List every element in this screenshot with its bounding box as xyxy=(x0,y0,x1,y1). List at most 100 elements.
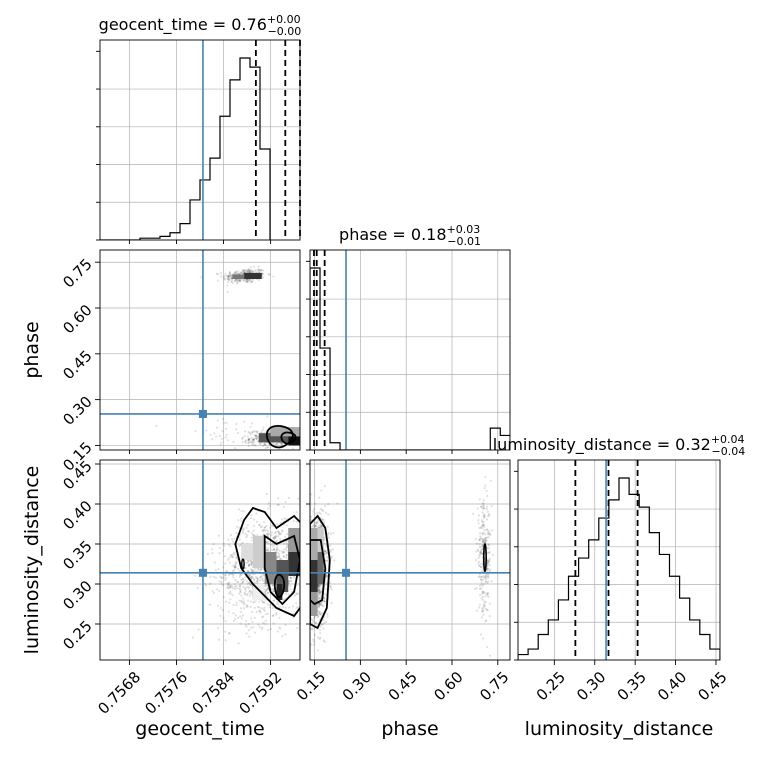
sample-point xyxy=(250,280,253,283)
sample-point xyxy=(250,269,253,273)
sample-point xyxy=(318,511,321,514)
sample-point xyxy=(259,576,262,579)
sample-point xyxy=(484,620,487,623)
sample-point xyxy=(229,553,232,556)
sample-point xyxy=(278,616,281,619)
sample-point xyxy=(242,269,245,273)
sample-point xyxy=(487,536,490,539)
sample-point xyxy=(247,586,250,589)
sample-point xyxy=(218,435,221,438)
sample-point xyxy=(275,613,278,616)
sample-point xyxy=(485,580,488,583)
sample-point xyxy=(477,549,480,552)
sample-point xyxy=(250,440,253,443)
sample-point xyxy=(304,437,306,439)
sample-point xyxy=(486,567,490,570)
sample-point xyxy=(487,547,490,550)
title-sub: −0.04 xyxy=(712,445,746,458)
sample-point xyxy=(227,276,230,279)
sample-point xyxy=(321,436,323,438)
sample-point xyxy=(301,570,303,572)
sample-point xyxy=(248,269,251,272)
sample-point xyxy=(246,585,249,589)
sample-point xyxy=(227,584,230,587)
sample-point xyxy=(252,430,255,433)
sample-point xyxy=(227,274,230,278)
sample-point xyxy=(305,522,307,524)
sample-point xyxy=(276,630,280,633)
sample-point xyxy=(250,436,253,439)
hist-bar-luminosity_distance xyxy=(589,540,599,660)
sample-point xyxy=(317,589,320,593)
sample-point xyxy=(230,538,234,541)
sample-point xyxy=(257,623,260,626)
sample-point xyxy=(319,636,322,639)
sample-point xyxy=(484,595,487,598)
sample-point xyxy=(260,525,264,528)
sample-point xyxy=(306,439,308,441)
sample-point xyxy=(478,532,482,535)
sample-point xyxy=(282,598,285,602)
sample-point xyxy=(480,587,483,590)
sample-point xyxy=(249,425,252,428)
hist-bar-geocent_time xyxy=(200,180,210,240)
sample-point xyxy=(244,567,247,570)
sample-point xyxy=(326,525,329,528)
density-cell xyxy=(244,272,262,280)
sample-point xyxy=(320,489,323,492)
sample-point xyxy=(282,554,285,558)
sample-point xyxy=(325,573,328,577)
sample-point xyxy=(205,429,208,432)
sample-point xyxy=(256,435,259,439)
sample-point xyxy=(297,497,300,500)
sample-point xyxy=(238,279,241,282)
sample-point xyxy=(246,573,250,576)
sample-point xyxy=(475,587,478,590)
sample-point xyxy=(212,591,216,595)
sample-point xyxy=(333,559,336,562)
sample-point xyxy=(310,618,313,621)
sample-point xyxy=(248,563,251,566)
sample-point xyxy=(329,550,332,553)
density-cell xyxy=(310,560,318,592)
sample-point xyxy=(295,520,298,523)
sample-point xyxy=(319,632,322,635)
sample-point xyxy=(330,588,334,591)
sample-point xyxy=(223,576,226,579)
sample-point xyxy=(489,533,492,536)
sample-point xyxy=(319,628,322,632)
sample-point xyxy=(229,585,232,589)
sample-point xyxy=(484,540,487,544)
sample-point xyxy=(482,514,485,517)
sample-point xyxy=(263,609,266,613)
sample-point xyxy=(487,573,490,576)
sample-point xyxy=(483,591,486,594)
sample-point xyxy=(214,568,217,572)
sample-point xyxy=(264,590,267,593)
sample-point xyxy=(285,556,288,559)
sample-point xyxy=(284,535,287,538)
sample-point xyxy=(275,612,278,615)
sample-point xyxy=(244,441,247,444)
sample-point xyxy=(257,268,260,271)
sample-point xyxy=(252,534,255,537)
sample-point xyxy=(487,543,490,546)
sample-point xyxy=(247,530,251,533)
sample-point xyxy=(301,550,303,552)
sample-point xyxy=(322,509,325,513)
sample-point xyxy=(481,543,485,546)
hist-bar-luminosity_distance xyxy=(569,576,579,660)
sample-point xyxy=(323,621,326,624)
sample-point xyxy=(234,617,237,620)
hist-bar-luminosity_distance xyxy=(518,655,528,660)
sample-point xyxy=(324,550,327,553)
sample-point xyxy=(249,600,252,603)
sample-point xyxy=(480,505,483,508)
sample-point xyxy=(486,569,489,573)
sample-point xyxy=(481,533,485,536)
sample-point xyxy=(248,589,252,593)
sample-point xyxy=(222,276,226,279)
sample-point xyxy=(321,526,324,529)
y-tick-label: 0.35 xyxy=(59,537,95,573)
sample-point xyxy=(256,430,259,433)
